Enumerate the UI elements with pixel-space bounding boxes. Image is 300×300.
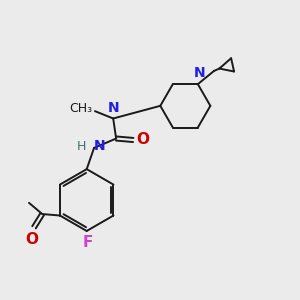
- Text: N: N: [107, 101, 119, 115]
- Text: O: O: [25, 232, 38, 247]
- Text: H: H: [76, 140, 86, 153]
- Text: CH₃: CH₃: [70, 102, 93, 115]
- Text: N: N: [194, 66, 205, 80]
- Text: F: F: [83, 235, 93, 250]
- Text: N: N: [94, 140, 106, 154]
- Text: O: O: [136, 133, 149, 148]
